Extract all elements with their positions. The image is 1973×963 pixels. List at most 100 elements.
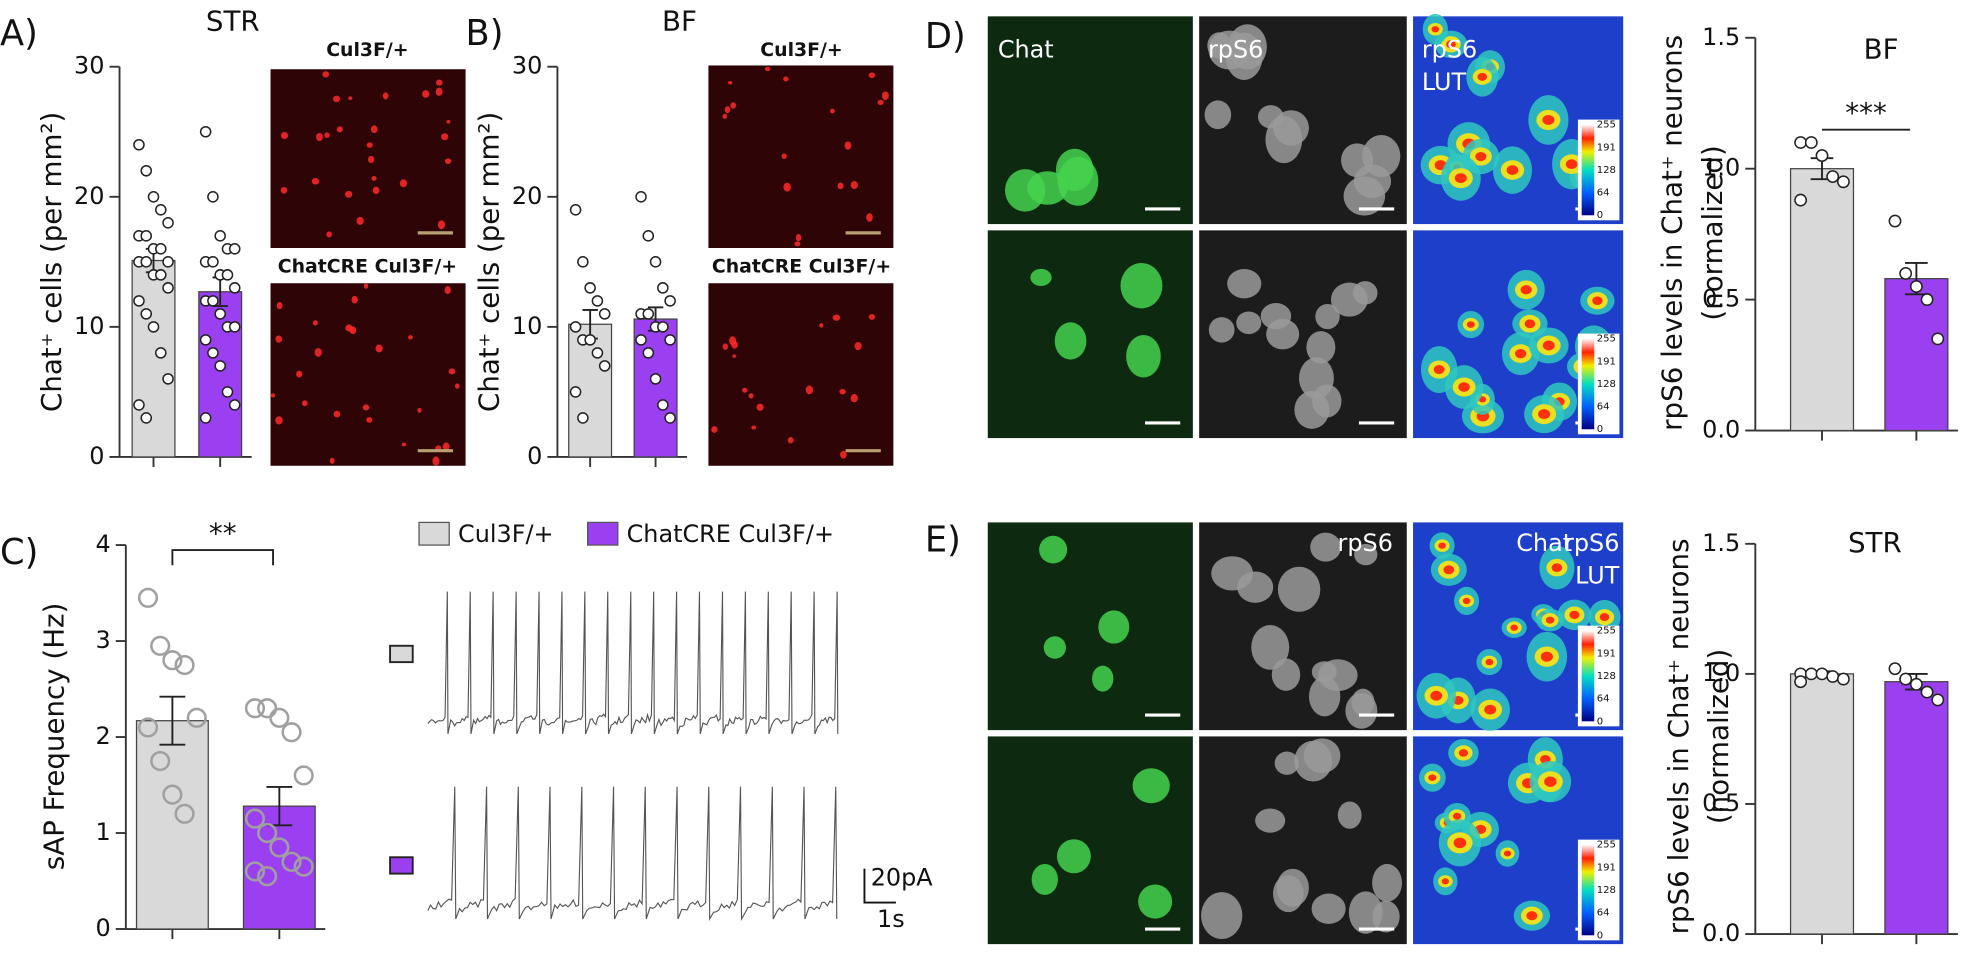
- cell: [850, 394, 858, 403]
- data-point: [642, 347, 655, 359]
- cell: [1343, 176, 1386, 216]
- cell: [1274, 751, 1300, 775]
- lut-bar: [1581, 338, 1595, 430]
- data-point: [214, 230, 226, 242]
- cell: [348, 96, 353, 100]
- bar: [1789, 168, 1855, 432]
- cell: [837, 182, 844, 190]
- cell: [1204, 100, 1232, 130]
- cell-core: [1503, 850, 1512, 857]
- cell-core: [1520, 285, 1532, 295]
- cell: [1362, 135, 1401, 178]
- y-tick-label: 1.0: [1702, 659, 1740, 687]
- y-tick-label: 30: [512, 52, 542, 80]
- cell-core: [1454, 173, 1467, 184]
- cell-core: [1484, 704, 1497, 715]
- cell: [363, 283, 369, 289]
- channel-label: rpS6: [1208, 35, 1263, 63]
- cell: [1057, 156, 1099, 206]
- data-point: [1815, 149, 1829, 163]
- cell-core: [1599, 613, 1610, 622]
- panel-letter: A): [0, 13, 38, 54]
- cell: [316, 133, 323, 141]
- y-tick-label: 20: [512, 182, 542, 210]
- cell: [1273, 875, 1304, 913]
- cell: [787, 437, 794, 444]
- data-point: [1794, 136, 1808, 149]
- data-point: [162, 650, 183, 671]
- cell-core: [1466, 321, 1475, 328]
- image-label: ChatCRE Cul3F/+: [712, 255, 891, 277]
- cell: [1228, 24, 1267, 70]
- data-point: [664, 295, 676, 307]
- data-point: [147, 191, 160, 203]
- cell: [367, 155, 375, 164]
- cell-core: [1453, 837, 1467, 849]
- cell: [1277, 566, 1321, 612]
- bar: [1884, 278, 1949, 432]
- cell: [435, 79, 443, 86]
- lut-label: 191: [1597, 142, 1616, 153]
- data-point: [140, 412, 153, 424]
- cell: [417, 407, 422, 413]
- lut-label: 64: [1597, 908, 1610, 919]
- cell: [819, 323, 824, 328]
- cell-core: [1477, 72, 1488, 81]
- y-axis-label: rpS6 levels in Chat⁺ neurons: [1656, 35, 1689, 431]
- cell: [711, 426, 718, 433]
- panel-letter: D): [925, 16, 966, 57]
- cell: [375, 344, 383, 353]
- data-point: [186, 707, 207, 728]
- data-point: [137, 717, 159, 738]
- cell: [312, 320, 318, 326]
- cell-core: [1462, 597, 1471, 605]
- cell: [1201, 892, 1243, 939]
- data-point: [228, 282, 241, 294]
- channel-label: Chat: [1516, 529, 1572, 557]
- cell: [448, 368, 456, 375]
- y-tick-label: 0.0: [1702, 416, 1740, 444]
- cell: [366, 416, 373, 423]
- cell-core: [1542, 114, 1555, 125]
- data-point: [162, 217, 174, 229]
- data-point: [1899, 672, 1913, 686]
- micrograph: [270, 283, 466, 466]
- cell: [832, 314, 841, 321]
- cell: [1056, 839, 1091, 874]
- micrograph: [708, 283, 894, 466]
- cell-core: [1510, 624, 1518, 631]
- data-point: [1804, 667, 1818, 681]
- cell-core: [1458, 382, 1470, 392]
- chart-title: BF: [662, 5, 697, 38]
- data-point: [1804, 136, 1818, 149]
- cell: [1211, 556, 1254, 591]
- cell-core: [1438, 542, 1446, 549]
- data-point: [293, 765, 314, 786]
- cell-core: [1433, 365, 1445, 375]
- cell: [844, 141, 852, 150]
- data-point: [1836, 175, 1850, 189]
- panel-letter: B): [466, 13, 504, 54]
- cell-core: [1458, 749, 1469, 757]
- cell: [1337, 801, 1362, 829]
- data-point: [140, 256, 153, 268]
- cell: [408, 335, 413, 340]
- cell: [324, 132, 330, 138]
- cell: [1132, 768, 1170, 804]
- cell: [401, 442, 407, 447]
- lut-label: 128: [1597, 671, 1616, 682]
- data-point: [257, 698, 278, 719]
- data-point: [584, 282, 596, 294]
- cell: [1299, 357, 1334, 399]
- lut-label: 128: [1597, 379, 1616, 390]
- cell: [850, 181, 859, 190]
- cell: [446, 119, 451, 124]
- cell: [756, 403, 764, 411]
- cell-core: [1551, 563, 1563, 573]
- data-point: [281, 851, 302, 872]
- y-tick-label: 1.0: [1702, 154, 1740, 182]
- lut-bar: [1581, 124, 1595, 216]
- data-point: [228, 243, 241, 255]
- cell: [748, 393, 754, 399]
- cell: [730, 102, 737, 109]
